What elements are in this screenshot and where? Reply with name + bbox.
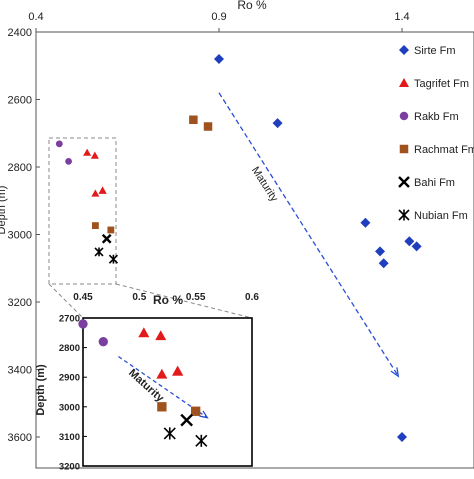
inset-point-nubian-fm	[163, 427, 176, 440]
main-x-axis-label: Ro %	[237, 0, 267, 12]
inset-point-rakb-fm	[78, 319, 88, 329]
main-point-sirte-fm	[360, 217, 371, 228]
main-y-tick-label: 3600	[8, 432, 32, 444]
main-plot-frame	[35, 31, 474, 469]
zoom-point-tagrifet-fm	[90, 151, 99, 159]
legend-label: Tagrifet Fm	[414, 78, 469, 90]
legend-marker-rachmat-fm	[399, 144, 409, 154]
legend-marker-nubian-fm	[398, 209, 410, 221]
inset-point-bahi-fm-stroke-b	[180, 413, 194, 427]
inset-y-tick-label: 3100	[59, 432, 80, 443]
legend-marker-tagrifet-fm	[399, 78, 409, 87]
main-y-tick-label: 3200	[8, 297, 32, 309]
zoom-point-tagrifet-fm	[83, 148, 92, 156]
inset-x-axis-label: Ro %	[153, 293, 183, 307]
legend-label: Rachmat Fm	[414, 144, 474, 156]
inset-point-nubian-fm	[195, 434, 208, 447]
zoom-point-rakb-fm	[55, 140, 63, 148]
main-maturity-label: Maturity	[249, 165, 281, 205]
inset-point-rachmat-fm	[190, 406, 201, 416]
main-point-sirte-fm	[214, 54, 224, 64]
main-point-sirte-fm	[375, 246, 386, 257]
main-x-tick-label: 0.9	[211, 11, 226, 23]
main-y-axis-label: Depth (m)	[0, 186, 8, 235]
legend-label: Nubian Fm	[414, 210, 468, 222]
main-point-sirte-fm	[397, 432, 407, 442]
zoom-connector-left	[48, 283, 84, 319]
legend-label: Bahi Fm	[414, 177, 455, 189]
inset-point-tagrifet-fm	[156, 368, 168, 379]
legend-marker-rakb-fm	[399, 111, 409, 121]
zoom-connector-right	[115, 283, 253, 319]
main-y-tick-label: 3000	[8, 230, 32, 242]
zoom-point-tagrifet-fm	[98, 186, 107, 194]
legend-label: Rakb Fm	[414, 111, 459, 123]
main-y-tick-label: 2800	[8, 162, 32, 174]
inset-maturity-arrow	[118, 355, 208, 419]
legend-marker-bahi-fm	[398, 176, 410, 188]
zoom-point-rachmat-fm	[107, 226, 115, 234]
inset-x-tick-label: 0.55	[186, 292, 206, 303]
main-point-sirte-fm	[378, 258, 389, 269]
inset-y-tick-label: 3000	[59, 402, 80, 413]
inset-plot-frame	[82, 317, 253, 467]
main-maturity-arrowhead	[390, 367, 400, 378]
legend-marker-bahi-fm-stroke-b	[398, 176, 410, 188]
inset-point-tagrifet-fm	[155, 330, 167, 341]
inset-x-tick-label: 0.45	[73, 292, 93, 303]
legend-label: Sirte Fm	[414, 45, 456, 57]
inset-maturity-arrowhead	[199, 410, 209, 419]
main-x-tick-label: 1.4	[394, 11, 409, 23]
main-y-tick-label: 2400	[8, 27, 32, 39]
inset-y-tick-label: 2700	[59, 314, 80, 325]
inset-y-axis-label: Depth (m)	[35, 364, 47, 416]
main-point-rachmat-fm	[203, 122, 213, 131]
main-x-tick-label: 0.4	[28, 11, 43, 23]
zoom-point-nubian-fm	[108, 254, 118, 264]
zoom-point-bahi-fm-stroke-b	[101, 233, 112, 244]
inset-point-rachmat-fm	[157, 402, 167, 412]
zoom-region-box	[48, 137, 117, 285]
zoom-point-nubian-fm	[94, 247, 104, 257]
inset-y-tick-label: 3200	[59, 462, 80, 473]
main-point-sirte-fm	[272, 118, 283, 129]
inset-x-tick-label: 0.6	[245, 292, 259, 303]
main-point-rachmat-fm	[189, 115, 198, 124]
main-y-tick-label: 2600	[8, 95, 32, 107]
inset-point-tagrifet-fm	[138, 327, 150, 338]
inset-x-tick-label: 0.5	[132, 292, 146, 303]
inset-point-bahi-fm	[180, 413, 194, 427]
zoom-point-rachmat-fm	[91, 222, 99, 229]
main-y-tick-label: 3400	[8, 365, 32, 377]
main-point-sirte-fm	[404, 236, 415, 247]
zoom-point-bahi-fm	[101, 233, 112, 244]
inset-y-tick-label: 2900	[59, 373, 80, 384]
zoom-point-tagrifet-fm	[91, 189, 100, 197]
legend-marker-sirte-fm	[399, 45, 409, 55]
inset-y-tick-label: 2800	[59, 343, 80, 354]
inset-point-rakb-fm	[98, 337, 108, 347]
inset-point-tagrifet-fm	[172, 365, 184, 376]
zoom-point-rakb-fm	[65, 157, 72, 165]
main-point-sirte-fm	[411, 241, 422, 252]
